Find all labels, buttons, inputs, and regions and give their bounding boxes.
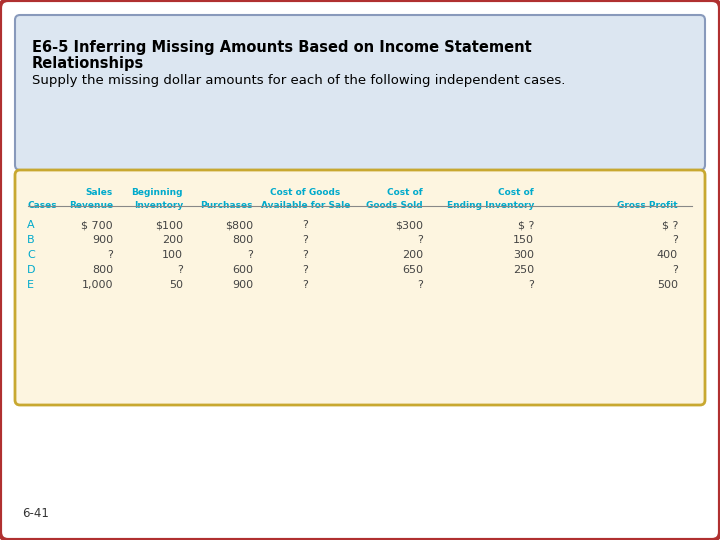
Text: D: D — [27, 265, 35, 275]
Text: Goods Sold: Goods Sold — [366, 201, 423, 210]
Text: ?: ? — [302, 265, 308, 275]
Text: ?: ? — [672, 265, 678, 275]
Text: Sales: Sales — [86, 188, 113, 197]
Text: 800: 800 — [232, 235, 253, 245]
Text: ?: ? — [672, 235, 678, 245]
Text: 600: 600 — [232, 265, 253, 275]
Text: $ 700: $ 700 — [81, 220, 113, 230]
Text: $800: $800 — [225, 220, 253, 230]
Text: ?: ? — [177, 265, 183, 275]
Text: ?: ? — [302, 235, 308, 245]
Text: 250: 250 — [513, 265, 534, 275]
Text: ?: ? — [302, 220, 308, 230]
Text: ?: ? — [302, 280, 308, 290]
Text: E: E — [27, 280, 34, 290]
Text: E6-5 Inferring Missing Amounts Based on Income Statement: E6-5 Inferring Missing Amounts Based on … — [32, 40, 532, 55]
Text: Cost of Goods: Cost of Goods — [271, 188, 341, 197]
Text: $100: $100 — [155, 220, 183, 230]
Text: Cases: Cases — [27, 201, 57, 210]
Text: Inventory: Inventory — [134, 201, 183, 210]
Text: ?: ? — [302, 250, 308, 260]
Text: 300: 300 — [513, 250, 534, 260]
Text: $ ?: $ ? — [518, 220, 534, 230]
Text: 50: 50 — [169, 280, 183, 290]
Text: 500: 500 — [657, 280, 678, 290]
Text: Ending Inventory: Ending Inventory — [446, 201, 534, 210]
Text: Available for Sale: Available for Sale — [261, 201, 350, 210]
Text: ?: ? — [107, 250, 113, 260]
Text: $300: $300 — [395, 220, 423, 230]
Text: ?: ? — [417, 280, 423, 290]
Text: Revenue: Revenue — [69, 201, 113, 210]
Text: 650: 650 — [402, 265, 423, 275]
Text: Purchases: Purchases — [200, 201, 253, 210]
FancyBboxPatch shape — [15, 170, 705, 405]
Text: ?: ? — [528, 280, 534, 290]
Text: B: B — [27, 235, 35, 245]
Text: 200: 200 — [402, 250, 423, 260]
Text: 200: 200 — [162, 235, 183, 245]
Text: 6-41: 6-41 — [22, 507, 49, 520]
Text: C: C — [27, 250, 35, 260]
Text: Relationships: Relationships — [32, 56, 144, 71]
Text: Gross Profit: Gross Profit — [617, 201, 678, 210]
Text: 900: 900 — [92, 235, 113, 245]
Text: Cost of: Cost of — [387, 188, 423, 197]
Text: Cost of: Cost of — [498, 188, 534, 197]
Text: 800: 800 — [92, 265, 113, 275]
Text: 150: 150 — [513, 235, 534, 245]
Text: ?: ? — [417, 235, 423, 245]
Text: 400: 400 — [657, 250, 678, 260]
Text: 100: 100 — [162, 250, 183, 260]
Text: Supply the missing dollar amounts for each of the following independent cases.: Supply the missing dollar amounts for ea… — [32, 74, 565, 87]
Text: 1,000: 1,000 — [81, 280, 113, 290]
Text: $ ?: $ ? — [662, 220, 678, 230]
Text: 900: 900 — [232, 280, 253, 290]
Text: ?: ? — [247, 250, 253, 260]
Text: Beginning: Beginning — [132, 188, 183, 197]
FancyBboxPatch shape — [15, 15, 705, 170]
Text: A: A — [27, 220, 35, 230]
